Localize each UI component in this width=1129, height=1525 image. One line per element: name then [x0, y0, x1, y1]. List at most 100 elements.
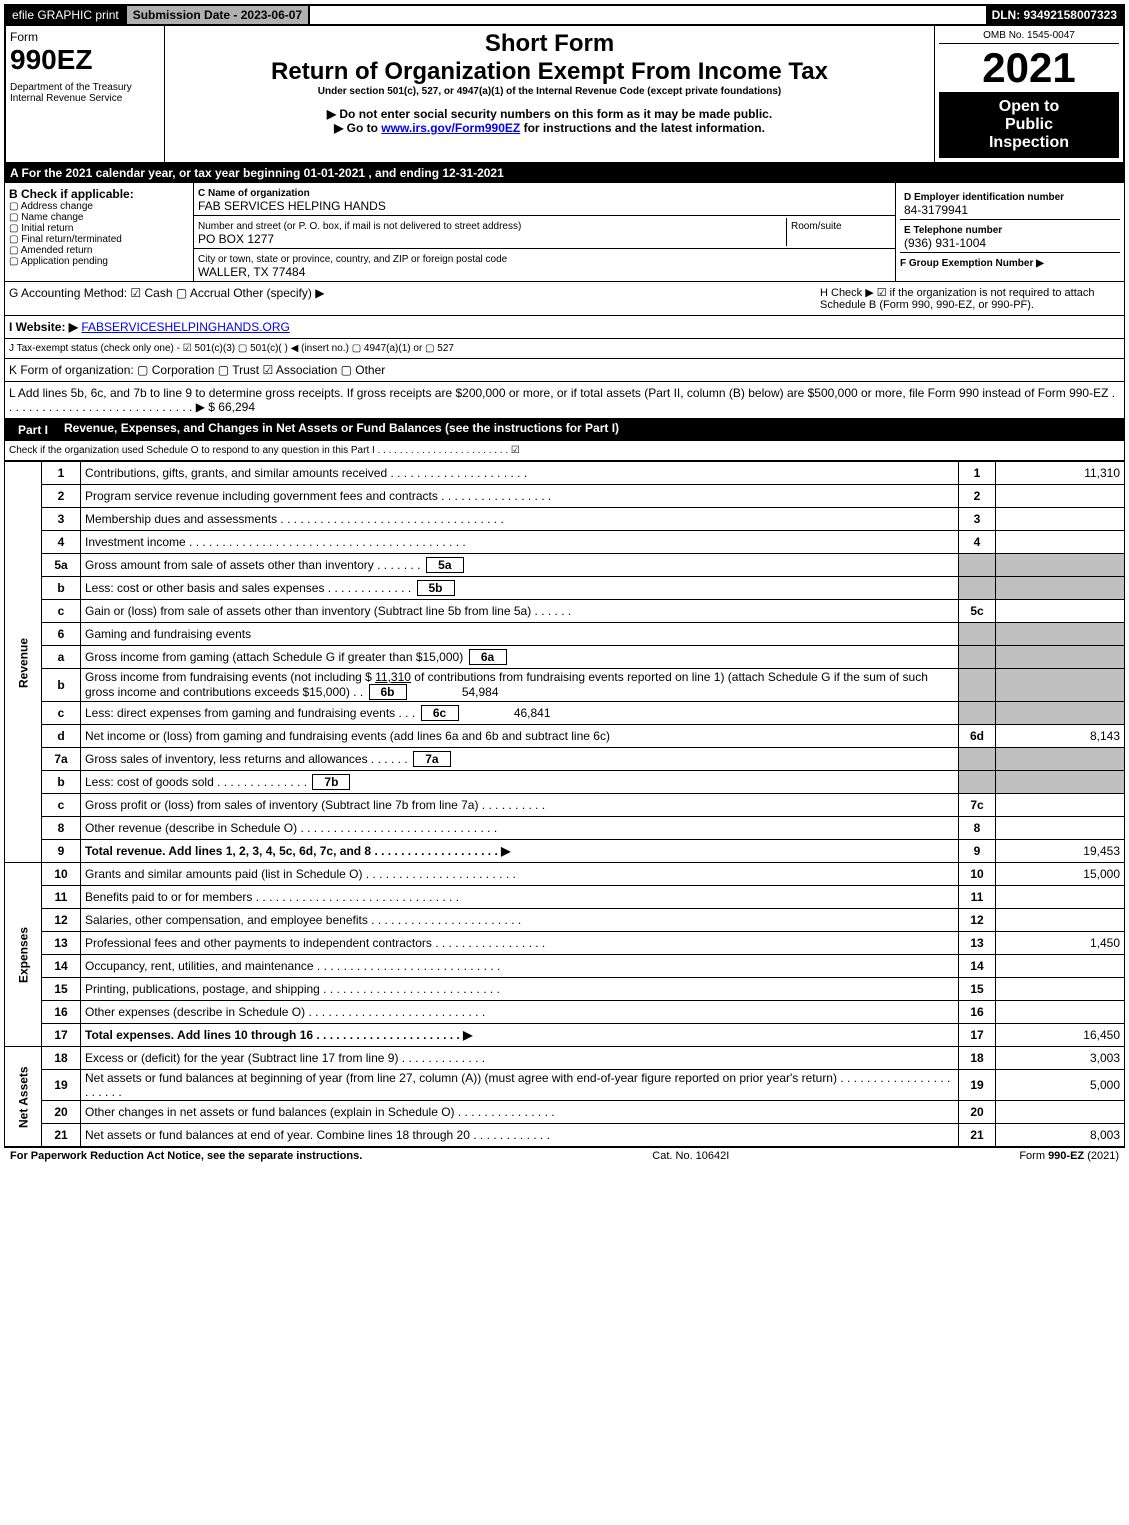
- row-j-status: J Tax-exempt status (check only one) - ☑…: [4, 339, 1125, 359]
- netassets-label: Net Assets: [5, 1047, 42, 1147]
- org-name: FAB SERVICES HELPING HANDS: [198, 199, 386, 213]
- line-17-val: 16,450: [996, 1024, 1125, 1047]
- form-number: 990EZ: [10, 44, 160, 76]
- g-accounting: G Accounting Method: ☑ Cash ▢ Accrual Ot…: [9, 286, 820, 311]
- b-opt-final: ▢ Final return/terminated: [9, 234, 189, 245]
- line-6b-text: Gross income from fundraising events (no…: [81, 669, 959, 702]
- line-11-val: [996, 886, 1125, 909]
- line-1-text: Contributions, gifts, grants, and simila…: [81, 462, 959, 485]
- line-6c-text: Less: direct expenses from gaming and fu…: [81, 702, 959, 725]
- line-9-text: Total revenue. Add lines 1, 2, 3, 4, 5c,…: [81, 840, 959, 863]
- line-17-text: Total expenses. Add lines 10 through 16 …: [81, 1024, 959, 1047]
- line-5c-val: [996, 600, 1125, 623]
- part-1-header: Part I Revenue, Expenses, and Changes in…: [4, 419, 1125, 441]
- line-20-val: [996, 1101, 1125, 1124]
- line-9-val: 19,453: [996, 840, 1125, 863]
- revenue-label: Revenue: [5, 462, 42, 863]
- part-1-title: Revenue, Expenses, and Changes in Net As…: [64, 421, 619, 439]
- line-6d-text: Net income or (loss) from gaming and fun…: [81, 725, 959, 748]
- form-header: Form 990EZ Department of the Treasury In…: [4, 24, 1125, 164]
- line-15-text: Printing, publications, postage, and shi…: [81, 978, 959, 1001]
- tax-year: 2021: [939, 44, 1119, 92]
- header-note-1: ▶ Do not enter social security numbers o…: [169, 107, 930, 121]
- line-14-val: [996, 955, 1125, 978]
- line-2-val: [996, 485, 1125, 508]
- row-a-period: A For the 2021 calendar year, or tax yea…: [4, 164, 1125, 182]
- footer-cat: Cat. No. 10642I: [652, 1150, 729, 1162]
- part-1-check: Check if the organization used Schedule …: [4, 441, 1125, 461]
- subtitle: Under section 501(c), 527, or 4947(a)(1)…: [169, 86, 930, 97]
- part-1-label: Part I: [10, 421, 56, 439]
- line-13-text: Professional fees and other payments to …: [81, 932, 959, 955]
- line-19-val: 5,000: [996, 1070, 1125, 1101]
- line-13-val: 1,450: [996, 932, 1125, 955]
- line-5c-text: Gain or (loss) from sale of assets other…: [81, 600, 959, 623]
- page-footer: For Paperwork Reduction Act Notice, see …: [4, 1147, 1125, 1164]
- row-l-gross-receipts: L Add lines 5b, 6c, and 7b to line 9 to …: [4, 382, 1125, 419]
- main-title: Return of Organization Exempt From Incom…: [169, 58, 930, 86]
- expenses-label: Expenses: [5, 863, 42, 1047]
- line-12-text: Salaries, other compensation, and employ…: [81, 909, 959, 932]
- line-4-text: Investment income . . . . . . . . . . . …: [81, 531, 959, 554]
- b-opt-name: ▢ Name change: [9, 212, 189, 223]
- line-7c-text: Gross profit or (loss) from sales of inv…: [81, 794, 959, 817]
- line-16-val: [996, 1001, 1125, 1024]
- city-label: City or town, state or province, country…: [198, 254, 507, 265]
- gross-receipts-val: 66,294: [218, 400, 255, 414]
- b-opt-address: ▢ Address change: [9, 201, 189, 212]
- line-7c-val: [996, 794, 1125, 817]
- line-16-text: Other expenses (describe in Schedule O) …: [81, 1001, 959, 1024]
- line-21-text: Net assets or fund balances at end of ye…: [81, 1124, 959, 1147]
- b-opt-initial: ▢ Initial return: [9, 223, 189, 234]
- dept-line1: Department of the Treasury: [10, 82, 160, 93]
- line-4-val: [996, 531, 1125, 554]
- line-14-text: Occupancy, rent, utilities, and maintena…: [81, 955, 959, 978]
- line-8-text: Other revenue (describe in Schedule O) .…: [81, 817, 959, 840]
- e-label: E Telephone number: [904, 225, 1002, 236]
- line-18-text: Excess or (deficit) for the year (Subtra…: [81, 1047, 959, 1070]
- short-form-title: Short Form: [169, 30, 930, 58]
- ein: 84-3179941: [904, 203, 968, 217]
- line-11-text: Benefits paid to or for members . . . . …: [81, 886, 959, 909]
- line-7b-text: Less: cost of goods sold . . . . . . . .…: [81, 771, 959, 794]
- website-link[interactable]: FABSERVICESHELPINGHANDS.ORG: [81, 320, 290, 334]
- line-6d-val: 8,143: [996, 725, 1125, 748]
- line-10-val: 15,000: [996, 863, 1125, 886]
- top-bar: efile GRAPHIC print Submission Date - 20…: [4, 4, 1125, 24]
- row-g-h: G Accounting Method: ☑ Cash ▢ Accrual Ot…: [4, 282, 1125, 316]
- irs-link[interactable]: www.irs.gov/Form990EZ: [381, 121, 520, 135]
- street-address: PO BOX 1277: [198, 232, 274, 246]
- line-15-val: [996, 978, 1125, 1001]
- city-state-zip: WALLER, TX 77484: [198, 265, 305, 279]
- dln: DLN: 93492158007323: [986, 6, 1123, 24]
- line-5a-text: Gross amount from sale of assets other t…: [81, 554, 959, 577]
- dept-line2: Internal Revenue Service: [10, 93, 160, 104]
- inspection-box: Open to Public Inspection: [939, 92, 1119, 158]
- telephone: (936) 931-1004: [904, 236, 986, 250]
- b-opt-pending: ▢ Application pending: [9, 256, 189, 267]
- row-i-website: I Website: ▶ FABSERVICESHELPINGHANDS.ORG: [4, 316, 1125, 339]
- line-3-val: [996, 508, 1125, 531]
- line-12-val: [996, 909, 1125, 932]
- line-3-text: Membership dues and assessments . . . . …: [81, 508, 959, 531]
- line-20-text: Other changes in net assets or fund bala…: [81, 1101, 959, 1124]
- line-6b-val: 54,984: [409, 685, 499, 699]
- b-header: B Check if applicable:: [9, 187, 189, 201]
- b-opt-amended: ▢ Amended return: [9, 245, 189, 256]
- line-10-text: Grants and similar amounts paid (list in…: [81, 863, 959, 886]
- line-7a-text: Gross sales of inventory, less returns a…: [81, 748, 959, 771]
- room-label: Room/suite: [791, 221, 842, 232]
- header-note-2: ▶ Go to www.irs.gov/Form990EZ for instru…: [169, 121, 930, 135]
- efile-label[interactable]: efile GRAPHIC print: [6, 6, 127, 24]
- line-1-val: 11,310: [996, 462, 1125, 485]
- i-label: I Website: ▶: [9, 320, 78, 334]
- line-6c-val: 46,841: [461, 706, 551, 720]
- d-label: D Employer identification number: [904, 192, 1064, 203]
- f-label: F Group Exemption Number ▶: [900, 258, 1044, 269]
- line-8-val: [996, 817, 1125, 840]
- line-5b-text: Less: cost or other basis and sales expe…: [81, 577, 959, 600]
- row-k-org-form: K Form of organization: ▢ Corporation ▢ …: [4, 359, 1125, 382]
- h-schedule-b: H Check ▶ ☑ if the organization is not r…: [820, 286, 1120, 311]
- line-21-val: 8,003: [996, 1124, 1125, 1147]
- line-2-text: Program service revenue including govern…: [81, 485, 959, 508]
